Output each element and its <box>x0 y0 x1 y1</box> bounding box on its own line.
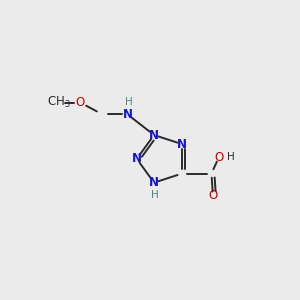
Text: N: N <box>149 176 159 189</box>
Text: H: H <box>125 97 133 107</box>
Text: N: N <box>149 128 159 142</box>
Text: N: N <box>122 108 133 121</box>
Text: N: N <box>177 138 187 151</box>
Text: CH$_3$: CH$_3$ <box>46 95 70 110</box>
Text: N: N <box>132 152 142 165</box>
Text: H: H <box>227 152 235 162</box>
Text: O: O <box>76 96 85 109</box>
Text: O: O <box>214 151 224 164</box>
Text: O: O <box>208 189 218 202</box>
Text: H: H <box>151 190 159 200</box>
